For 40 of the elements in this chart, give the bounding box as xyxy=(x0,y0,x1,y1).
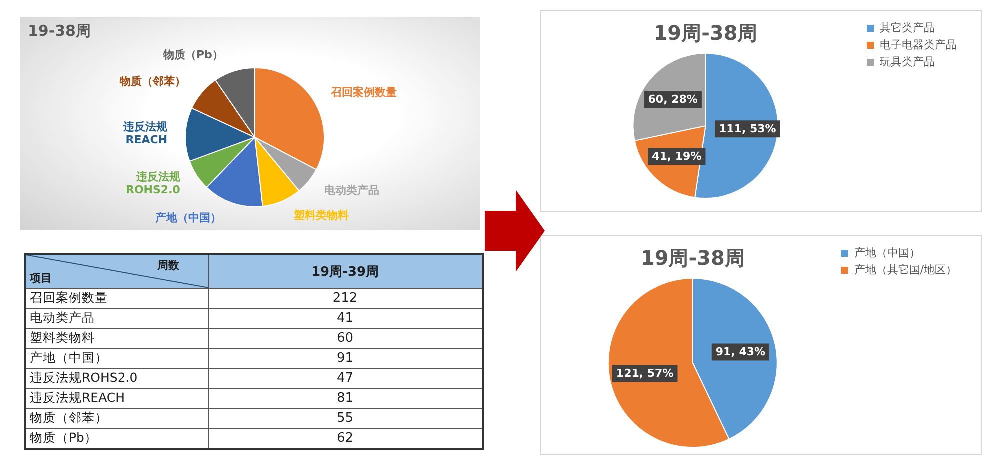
slice-label: 产地（中国） xyxy=(154,211,222,224)
text: 周数 xyxy=(158,258,180,273)
slice-label: 违反法规ROHS2.0 xyxy=(126,170,182,197)
data-label: 60 xyxy=(208,328,483,348)
slice-label: 电动类产品 xyxy=(324,184,380,198)
data-label: 41, 19% xyxy=(652,150,702,163)
category-label: 产地（中国） xyxy=(25,348,208,368)
category-label: 电动类产品 xyxy=(25,308,208,328)
data-label: 62 xyxy=(208,428,483,449)
data-label: 55 xyxy=(208,408,483,428)
category-label: 违反法规REACH xyxy=(25,388,208,408)
chart-title: 19周-38周 xyxy=(654,21,758,46)
slice-label: 召回案例数量 xyxy=(330,86,398,100)
slice-label: 违反法规REACH xyxy=(122,120,169,146)
category-label: 召回案例数量 xyxy=(25,288,208,308)
legend-label: 其它类产品 xyxy=(880,21,935,34)
category-label: 物质（Pb） xyxy=(25,428,208,449)
text: 19周-39周 xyxy=(208,254,483,288)
legend-label: 产地（中国） xyxy=(854,246,920,260)
data-label: 41 xyxy=(208,308,483,328)
chart-title: 19周-38周 xyxy=(640,246,745,270)
category-label: 违反法规ROHS2.0 xyxy=(25,368,208,388)
category-label: 物质（邻苯） xyxy=(25,408,208,428)
legend-label: 玩具类产品 xyxy=(880,55,935,68)
data-label: 121, 57% xyxy=(616,367,674,380)
chart-title: 19-38周 xyxy=(28,22,91,41)
slice-label: 物质（邻苯） xyxy=(119,75,186,88)
legend-label: 电子电器类产品 xyxy=(880,38,957,52)
data-label: 91, 43% xyxy=(716,346,766,359)
data-label: 212 xyxy=(208,288,483,308)
slice-label: 塑料类物料 xyxy=(293,209,350,222)
data-label: 81 xyxy=(208,388,483,408)
slice-label: 物质（Pb） xyxy=(162,48,224,62)
data-label: 60, 28% xyxy=(648,92,698,106)
legend-label: 产地（其它国/地区） xyxy=(854,263,958,276)
category-label: 塑料类物料 xyxy=(25,328,208,348)
text: 项目 xyxy=(30,271,52,286)
data-label: 91 xyxy=(208,348,483,368)
data-label: 47 xyxy=(208,368,483,388)
data-label: 111, 53% xyxy=(719,122,776,136)
